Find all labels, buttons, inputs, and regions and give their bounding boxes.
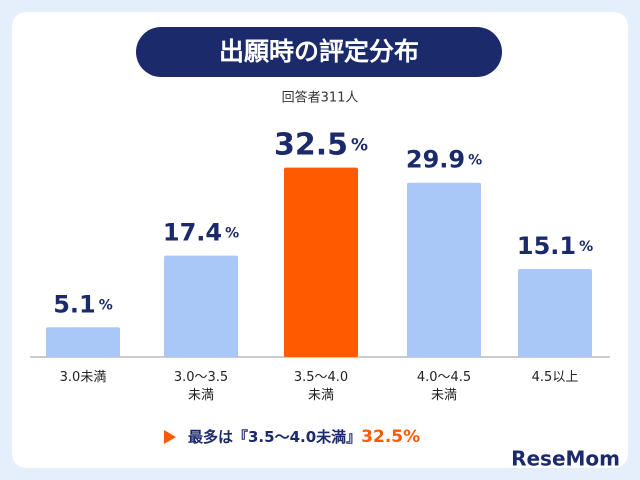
x-tick-label: 3.0未満: [60, 370, 107, 385]
chart-title: 出願時の評定分布: [219, 37, 419, 66]
value-label: 29.9%: [406, 146, 482, 174]
bar: [518, 268, 592, 357]
annotation-text: 最多は『3.5～4.0未満』: [188, 428, 361, 446]
subtitle: 回答者311人: [282, 90, 359, 106]
value-label: 5.1%: [53, 290, 113, 318]
annotation: 最多は『3.5～4.0未満』32.5%: [188, 427, 420, 447]
watermark: ReseMom: [511, 447, 620, 471]
x-tick-label: 3.5～4.0 未満: [294, 370, 348, 403]
bar: [164, 255, 238, 357]
bar: [284, 167, 358, 357]
value-label: 15.1%: [517, 232, 593, 260]
bar: [407, 182, 481, 357]
x-tick-label: 4.0～4.5 未満: [417, 370, 471, 403]
bar: [46, 327, 120, 357]
title-pill: [136, 27, 502, 77]
value-label: 17.4%: [163, 219, 239, 247]
x-tick-label: 3.0～3.5 未満: [174, 370, 228, 403]
value-label: 32.5%: [274, 127, 368, 162]
annotation-marker: [164, 430, 176, 444]
x-tick-label: 4.5以上: [532, 370, 579, 385]
annotation-value: 32.5%: [361, 427, 420, 447]
